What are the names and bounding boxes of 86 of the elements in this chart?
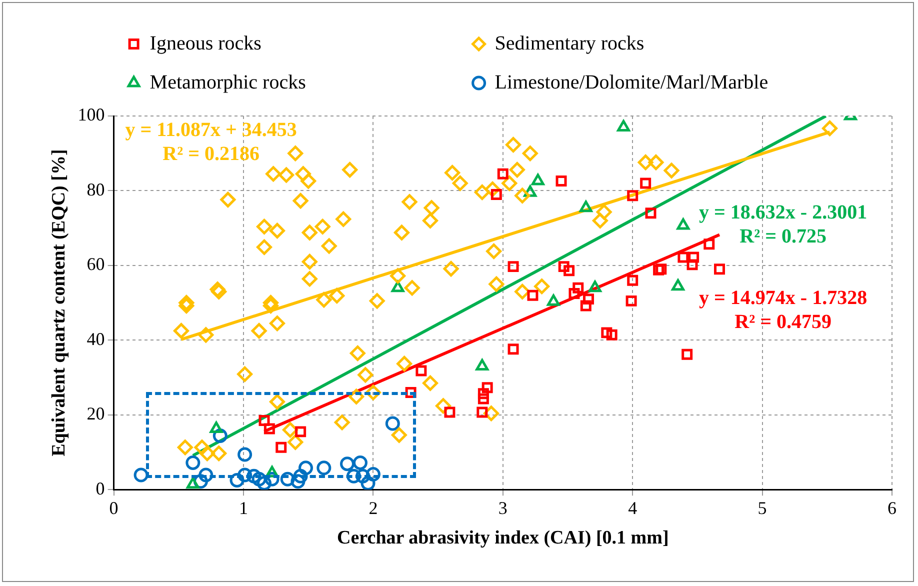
point xyxy=(264,423,275,434)
point xyxy=(672,279,684,291)
point xyxy=(626,295,637,306)
point xyxy=(580,300,592,312)
point xyxy=(656,264,667,275)
point xyxy=(257,476,272,490)
legend-label: Limestone/Dolomite/Marl/Marble xyxy=(494,71,768,94)
point xyxy=(346,468,361,484)
point xyxy=(230,473,244,488)
point xyxy=(583,294,594,305)
point xyxy=(676,218,690,230)
point xyxy=(497,168,508,180)
point xyxy=(568,288,580,299)
point xyxy=(186,477,200,489)
x-tick-label: 4 xyxy=(628,498,638,518)
legend-label: Sedimentary rocks xyxy=(494,32,644,54)
point xyxy=(601,327,612,338)
point xyxy=(476,359,489,371)
x-tick-label: 1 xyxy=(239,498,248,518)
point xyxy=(258,414,270,426)
point xyxy=(478,393,489,404)
point xyxy=(579,200,592,212)
point xyxy=(704,238,715,250)
point xyxy=(564,265,575,276)
point xyxy=(556,176,567,186)
x-tick-label: 2 xyxy=(368,498,378,518)
point xyxy=(617,120,630,132)
legend-label: Igneous rocks xyxy=(150,32,262,54)
x-tick-label: 5 xyxy=(758,498,767,518)
point xyxy=(295,426,306,438)
annotation: y = 14.974x - 1.7328 R² = 0.4759 xyxy=(699,287,868,334)
y-tick-label: 80 xyxy=(86,179,105,200)
point xyxy=(714,264,725,275)
point xyxy=(298,460,314,476)
point xyxy=(238,447,252,462)
y-tick-label: 40 xyxy=(86,328,105,349)
point xyxy=(606,329,618,340)
point xyxy=(627,274,638,286)
legend-label: Metamorphic rocks xyxy=(150,71,306,94)
point xyxy=(186,455,200,470)
point xyxy=(682,348,693,360)
x-tick-label: 6 xyxy=(888,498,896,518)
point xyxy=(385,416,400,431)
point xyxy=(688,252,700,263)
y-tick-label: 0 xyxy=(96,478,105,498)
point xyxy=(627,190,638,202)
point xyxy=(252,472,266,486)
point xyxy=(290,474,306,489)
y-tick-label: 60 xyxy=(86,254,105,274)
point xyxy=(134,468,148,482)
x-tick-label: 0 xyxy=(109,498,118,518)
point xyxy=(531,174,544,186)
point xyxy=(478,388,489,400)
x-tick-label: 3 xyxy=(498,498,508,518)
point xyxy=(547,294,560,306)
point xyxy=(686,259,698,270)
point xyxy=(276,442,287,453)
point xyxy=(558,261,570,272)
point xyxy=(198,468,214,482)
point xyxy=(588,280,602,292)
point xyxy=(366,467,380,482)
y-tick-label: 100 xyxy=(78,104,105,125)
point xyxy=(527,290,538,301)
point xyxy=(508,344,519,355)
point xyxy=(360,476,376,490)
point xyxy=(416,365,427,376)
point xyxy=(678,252,689,263)
point xyxy=(508,261,519,272)
annotation: y = 11.087x + 34.453 R² = 0.2186 xyxy=(125,119,297,166)
point xyxy=(352,455,368,470)
point xyxy=(316,460,332,476)
annotation: y = 18.632x - 2.3001 R² = 0.725 xyxy=(699,201,868,248)
point xyxy=(238,468,252,482)
point xyxy=(653,264,664,276)
point xyxy=(280,472,295,486)
point xyxy=(293,468,308,484)
point xyxy=(640,178,652,189)
point xyxy=(444,406,456,418)
point xyxy=(476,406,488,418)
y-tick-label: 20 xyxy=(86,404,105,424)
x-axis-title: Cerchar abrasivity index (CAI) [0.1 mm] xyxy=(337,528,669,549)
point xyxy=(572,282,584,294)
point xyxy=(645,208,656,219)
y-axis-title: Equivalent quartz content (EQC) [%] xyxy=(48,149,70,456)
point xyxy=(340,456,355,472)
point xyxy=(482,382,493,394)
